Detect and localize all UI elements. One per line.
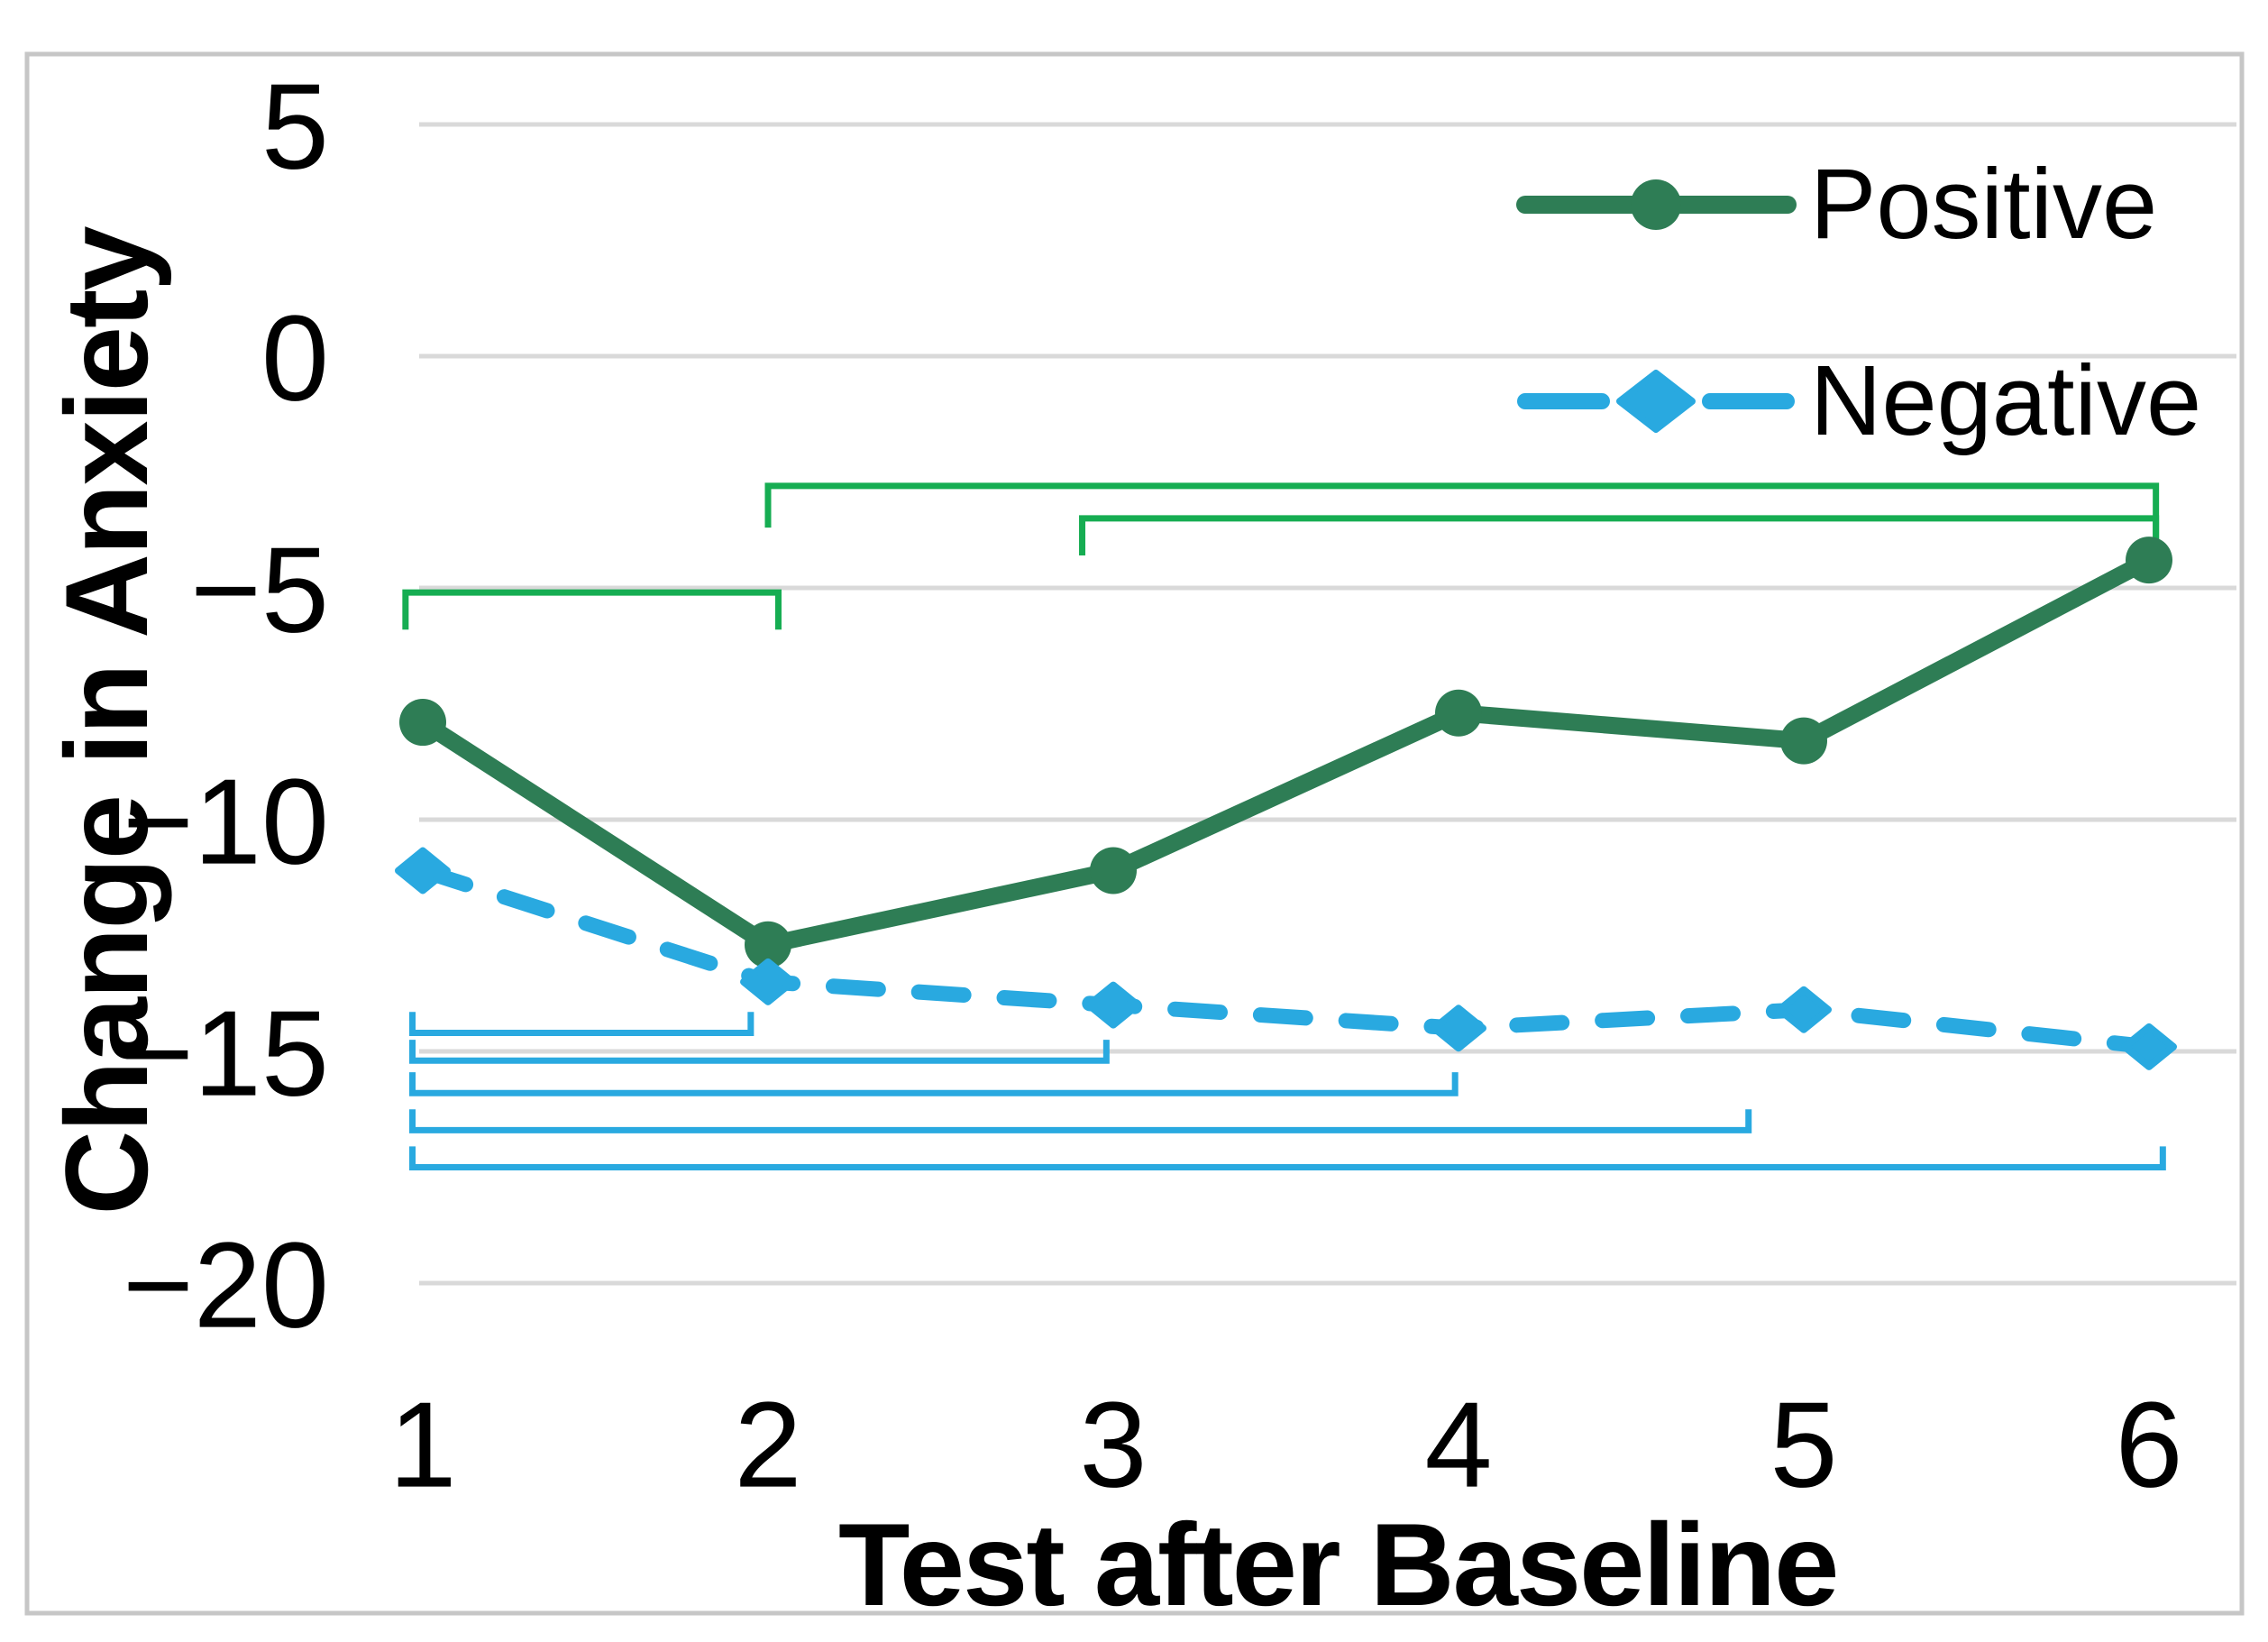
y-tick-label: 0 xyxy=(261,290,329,427)
significance-bracket-negative-1-2 xyxy=(409,1012,754,1036)
data-point-negative xyxy=(1431,1004,1486,1052)
data-point-positive xyxy=(399,699,446,747)
x-axis-title: Test after Baseline xyxy=(838,1499,1839,1630)
data-point-positive xyxy=(1435,689,1482,737)
data-point-negative xyxy=(1085,981,1141,1029)
x-tick-label: 5 xyxy=(1770,1377,1837,1513)
series-line-positive xyxy=(414,551,2158,954)
legend-marker-negative xyxy=(1616,370,1696,433)
legend-marker-positive xyxy=(1631,179,1681,230)
figure-border xyxy=(24,51,2245,1616)
x-tick-label: 1 xyxy=(389,1377,456,1513)
significance-bracket-negative-1-4 xyxy=(409,1072,1459,1096)
series-line-negative xyxy=(415,863,2157,1055)
data-point-negative xyxy=(395,847,451,894)
y-tick-label: −10 xyxy=(123,754,329,890)
data-point-negative xyxy=(1776,986,1832,1033)
data-point-negative xyxy=(2121,1023,2177,1070)
x-tick-label: 2 xyxy=(734,1377,801,1513)
y-tick-label: −5 xyxy=(190,522,329,658)
x-tick-label: 3 xyxy=(1079,1377,1147,1513)
y-tick-label: −20 xyxy=(123,1217,329,1353)
y-axis-title: Change in Anxiety xyxy=(41,227,172,1215)
legend-label-negative: Negative xyxy=(1810,345,2202,456)
x-tick-label: 4 xyxy=(1424,1377,1492,1513)
data-point-positive xyxy=(745,921,791,968)
y-tick-label: −15 xyxy=(123,986,329,1122)
data-point-positive xyxy=(1780,717,1827,765)
significance-bracket-positive-3-6 xyxy=(1079,515,2160,556)
significance-bracket-positive-1-2 xyxy=(402,589,782,630)
significance-bracket-negative-1-5 xyxy=(409,1109,1752,1133)
data-point-positive xyxy=(1090,847,1137,894)
significance-bracket-negative-1-3 xyxy=(409,1040,1110,1064)
significance-bracket-negative-1-6 xyxy=(409,1146,2166,1170)
y-tick-label: 5 xyxy=(261,59,329,195)
data-point-negative xyxy=(740,958,796,1005)
x-tick-label: 6 xyxy=(2115,1377,2182,1513)
data-point-positive xyxy=(2126,537,2172,584)
legend-label-positive: Positive xyxy=(1810,149,2158,260)
